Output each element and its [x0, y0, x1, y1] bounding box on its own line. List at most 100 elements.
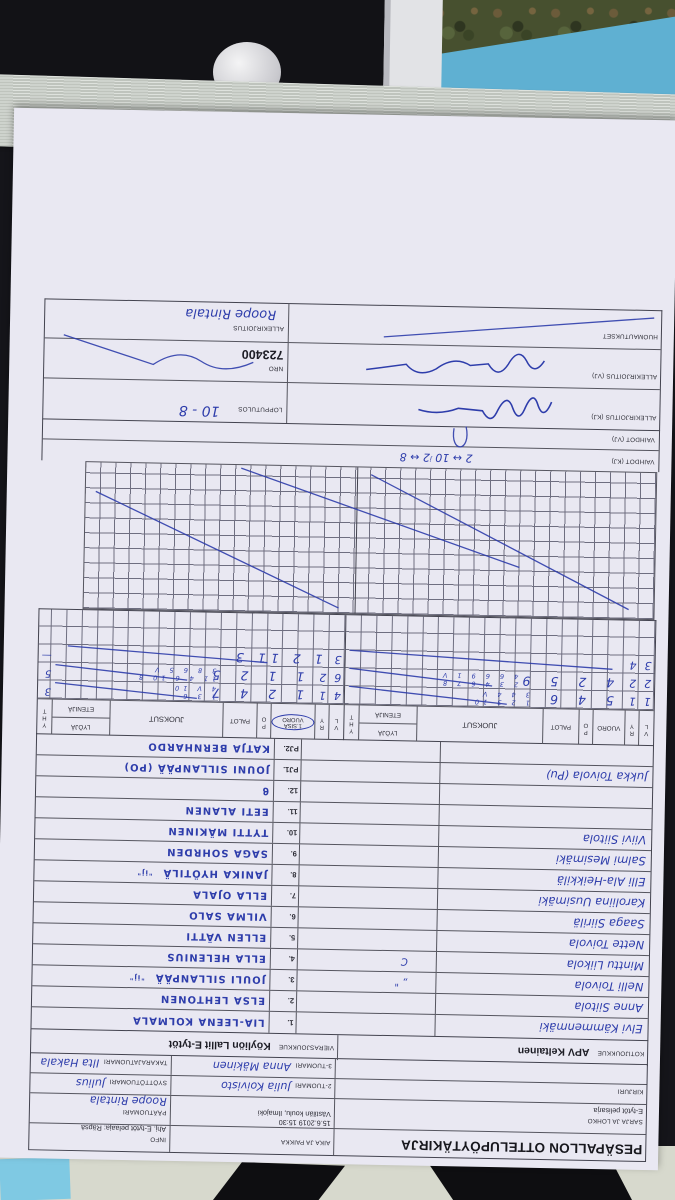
paatuomari-label: PÄÄTUOMARI	[122, 1107, 167, 1116]
home-player-mark	[299, 802, 440, 826]
home-player-mark	[299, 823, 440, 847]
away-player-number: 9.	[290, 849, 297, 859]
away-inning1-runs: 1 2 4 7	[204, 685, 305, 703]
scoresheet-paper: PESÄPALLON OTTELUPÖYTÄKIRJA AIKA JA PAIK…	[0, 107, 675, 1171]
away-captain-signature	[366, 353, 546, 374]
yht-label: H	[42, 714, 47, 721]
away-player-number: PJ2.	[283, 744, 299, 754]
home-player-mark	[298, 865, 439, 889]
home-player-mark	[300, 760, 441, 784]
info-text: Ahj. E-tytöt pelaaja: Räpsä	[80, 1123, 167, 1134]
away-player-name: JOUNI SILLANPÄÄ (PO)	[123, 761, 270, 776]
away-player-name: ELSA LEHTONEN	[159, 993, 266, 1007]
away-inning3-vl: 3	[334, 653, 342, 667]
lyoja-label: LYÖJÄ	[70, 723, 91, 731]
white-pole	[383, 0, 443, 97]
home-innings-rows: 1 1 5 4 6 1 2 3 10 3 4 4 V 2 2 4 2 5 9 2…	[344, 615, 656, 711]
away-team-name: Köyliön Lallit E-tytöt	[168, 1038, 271, 1053]
tuomari3-label: 3-TUOMARI	[295, 1061, 332, 1069]
home-inning2-runs: 4 2 5 9	[514, 673, 615, 691]
away-player-name: ELLA HELENIUS	[166, 951, 266, 965]
away-player-name: ELLEN VÄTTI	[185, 930, 267, 944]
palot-header: PALOT	[223, 703, 258, 739]
huomautukset-label: HUOMAUTUKSET	[602, 332, 658, 341]
home-inning1-cells-bottom: 3 4 4 V	[478, 690, 531, 700]
away-inning3-total: —	[41, 649, 52, 661]
col-v: V	[644, 729, 649, 736]
kirjuri-label: KIRJURI	[617, 1087, 644, 1095]
syottotuomari-label: SYÖTTÖTUOMARI	[109, 1077, 168, 1086]
signature-block: ALLEKIRJOITUS (KJ) LOPPUTULOS 10 - 8 ALL…	[42, 298, 663, 431]
away-player-name: JOULI SILLANPÄÄ	[154, 972, 266, 986]
home-inning2-vl: 2	[644, 677, 652, 691]
away-inning1-vuoro: 1	[318, 688, 327, 703]
home-inning1-runs: 5 4 6	[541, 692, 615, 709]
extra-innings-grid	[82, 461, 658, 621]
home-player-mark	[295, 991, 437, 1014]
away-player-number: 5.	[288, 933, 296, 943]
home-player-name: Minttu Liikola	[566, 957, 644, 973]
juoksut-header: JUOKSUT	[417, 706, 544, 744]
blue-board-corner	[0, 1156, 71, 1200]
etenija-label: ETENIJÄ	[52, 699, 110, 719]
away-inning1-total: 3	[44, 685, 52, 697]
home-inning1-vuoro: 1	[628, 694, 636, 709]
home-inning3-vuoro: 4	[629, 658, 637, 673]
col-o: O	[583, 721, 589, 728]
away-player-note: "ij"	[128, 973, 145, 982]
away-inning3-runs: 1 2 11 3	[230, 650, 323, 668]
home-player-mark	[297, 928, 438, 951]
vierasjoukkue-label: VIERASJOUKKUE	[278, 1042, 335, 1052]
home-player-name: Jukka Toivola (Pu)	[545, 768, 648, 785]
away-player-name: SAGA SOHRDEN	[166, 846, 268, 860]
vaihdot-vj-label: VAIHDOT (VJ)	[611, 435, 655, 444]
col-y: Y	[319, 716, 325, 723]
home-player-mark	[298, 844, 440, 868]
sarja-label: SARJA JA LOHKO	[587, 1116, 643, 1125]
col-v: V	[334, 723, 339, 730]
home-inning2-vuoro: 2	[629, 676, 637, 691]
sig-vj-label: ALLEKIRJOITUS (VJ)	[591, 371, 658, 381]
aika-label: AIKA JA PAIKKA	[280, 1138, 331, 1146]
col-l: L	[644, 722, 649, 729]
home-inning2-cells-bottom: 4 6 6 9 1 V	[438, 671, 519, 681]
sig-kj-row: ALLEKIRJOITUS (KJ) LOPPUTULOS 10 - 8	[43, 378, 660, 430]
home-inning1-vl: 1	[643, 695, 651, 709]
yht-label: Y	[349, 727, 354, 734]
home-player-name: Anne Siitola	[574, 999, 644, 1015]
home-player-mark	[297, 907, 438, 931]
away-player-number: 4.	[288, 954, 295, 964]
home-player-name: Salmi Mesimäki	[555, 852, 646, 868]
col-r: R	[629, 729, 634, 736]
sig-kj-label: ALLEKIRJOITUS (KJ)	[591, 412, 657, 422]
away-player-name: JANIKA HYÖTILÄ	[162, 867, 268, 881]
home-player-name: Elli Ala-Heikkilä	[556, 873, 646, 889]
lyoja-etenija-header: LYÖJÄ ETENIJÄ	[359, 705, 418, 742]
home-player-name	[440, 794, 652, 798]
away-player-number: 12.	[287, 786, 299, 796]
yht-label: T	[349, 713, 354, 720]
form-header: PESÄPALLON OTTELUPÖYTÄKIRJA AIKA JA PAIK…	[28, 1052, 648, 1163]
away-inning2-vuoro: 2	[319, 670, 327, 685]
home-player-name: Karoliina Uusimäki	[538, 893, 646, 910]
home-player-name: Saaga Siirilä	[573, 915, 645, 931]
away-inning2-vl: 6	[334, 671, 342, 685]
yht-label: T	[42, 707, 47, 714]
takarajatuomari-label: TAKARAJATUOMARI	[103, 1057, 168, 1066]
juoksut-header: JUOKSUT	[110, 700, 224, 738]
form-title: PESÄPALLON OTTELUPÖYTÄKIRJA	[400, 1137, 643, 1157]
home-player-mark	[297, 886, 439, 910]
umpire-signature-name: Roope Rintala	[185, 305, 277, 322]
tuomari2-name: Julia Koivisto	[220, 1078, 291, 1094]
tuomari3-name: Anna Mäkinen	[212, 1058, 292, 1074]
vaihdot-kj-entries: 2 ↔ 10 ʲ2 ↔ 8	[399, 450, 473, 465]
home-inning1-cells-top: 1 2 3 10	[470, 697, 530, 708]
away-player-number: 10.	[286, 828, 298, 838]
sig-label: ALLEKIRJOITUS	[233, 323, 285, 332]
nro-label: NRO	[268, 364, 284, 372]
away-player-name: ϐ	[261, 785, 270, 797]
home-player-mark	[299, 781, 441, 805]
etenija-label: ETENIJÄ	[359, 705, 417, 725]
form-serial-number: 723400	[241, 347, 284, 362]
